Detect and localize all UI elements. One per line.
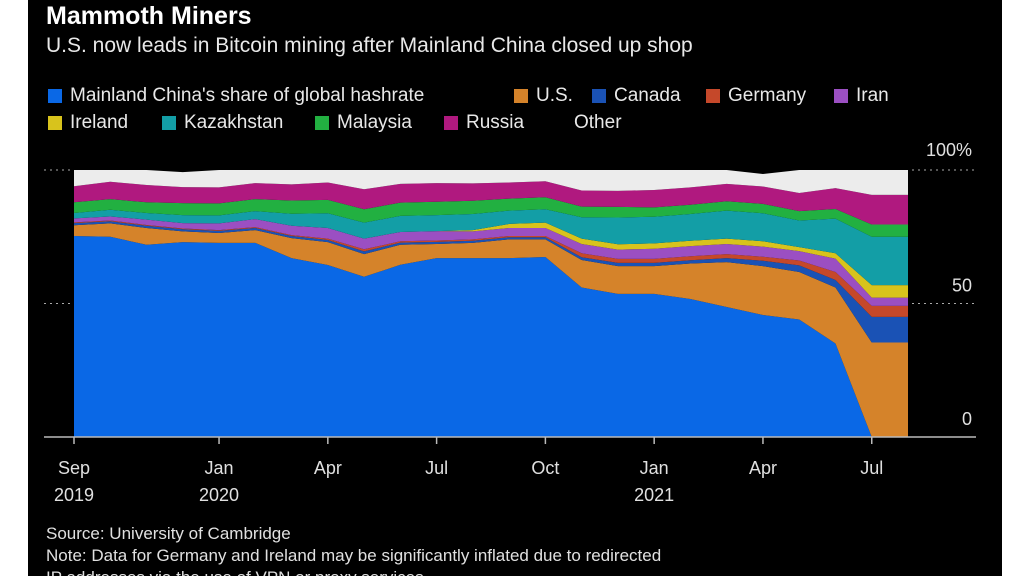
legend-label: Mainland China's share of global hashrat… <box>70 85 425 106</box>
legend-label: Malaysia <box>337 112 412 133</box>
legend-item-canada: Canada <box>592 85 681 107</box>
x-tick-year: 2021 <box>634 485 674 505</box>
x-tick-label: Jan <box>640 458 669 478</box>
x-tick-label: Jan <box>205 458 234 478</box>
footnote-continued: IP addresses via the use of VPN or proxy… <box>46 568 424 576</box>
x-tick-label: Jul <box>425 458 448 478</box>
chart-subtitle: U.S. now leads in Bitcoin mining after M… <box>46 34 693 57</box>
legend-swatch <box>706 89 720 103</box>
x-tick-label: Oct <box>531 458 559 478</box>
x-tick-year: 2019 <box>54 485 94 505</box>
legend-label: Russia <box>466 112 525 133</box>
x-tick-label: Apr <box>314 458 342 478</box>
legend-label: Kazakhstan <box>184 112 284 133</box>
legend-item-russia: Russia <box>444 112 524 134</box>
legend-label: Iran <box>856 85 889 106</box>
stacked-area-chart: 100% 50 0 Sep 2019 Jan 2020 Apr Jul Oct Jan 2021 Apr… <box>44 140 976 505</box>
legend-item-ireland: Ireland <box>48 112 128 134</box>
legend-item-malaysia: Malaysia <box>315 112 412 134</box>
chart-panel: Mammoth Miners U.S. now leads in Bitcoin… <box>28 0 1002 576</box>
x-tick-label: Sep <box>58 458 90 478</box>
x-tick-label: Apr <box>749 458 777 478</box>
x-tick-label: Jul <box>860 458 883 478</box>
legend-label: Germany <box>728 85 807 106</box>
source-note: Source: University of Cambridge <box>46 524 291 543</box>
chart-title: Mammoth Miners <box>46 2 252 30</box>
legend-item-china: Mainland China's share of global hashrat… <box>48 85 424 107</box>
legend-swatch <box>48 116 62 130</box>
legend-label: Other <box>574 112 622 133</box>
legend-swatch <box>315 116 329 130</box>
area-other <box>74 170 908 195</box>
legend-swatch <box>514 89 528 103</box>
legend-label: U.S. <box>536 85 573 106</box>
legend-label: Canada <box>614 85 681 106</box>
area-iran <box>74 216 908 306</box>
legend-label: Ireland <box>70 112 129 133</box>
x-tick-year: 2020 <box>199 485 239 505</box>
legend-item-other: Other <box>552 112 622 134</box>
area-kazakhstan <box>74 209 908 286</box>
y-tick-label: 100% <box>926 140 972 160</box>
legend-swatch <box>552 116 566 130</box>
y-tick-label: 50 <box>952 276 972 296</box>
legend-swatch <box>162 116 176 130</box>
legend-swatch <box>834 89 848 103</box>
legend-item-germany: Germany <box>706 85 806 107</box>
legend-item-us: U.S. <box>514 85 573 107</box>
legend-item-iran: Iran <box>834 85 889 107</box>
y-tick-label: 0 <box>962 409 972 429</box>
area-malaysia <box>74 197 908 237</box>
legend-swatch <box>444 116 458 130</box>
area-u-s <box>74 223 908 437</box>
legend-item-kazakhstan: Kazakhstan <box>162 112 283 134</box>
footnote: Note: Data for Germany and Ireland may b… <box>46 546 662 565</box>
legend-swatch <box>48 89 62 103</box>
area-mainland-china-s-share-of-global-hashrate <box>74 235 908 437</box>
area-russia <box>74 181 908 225</box>
legend-swatch <box>592 89 606 103</box>
